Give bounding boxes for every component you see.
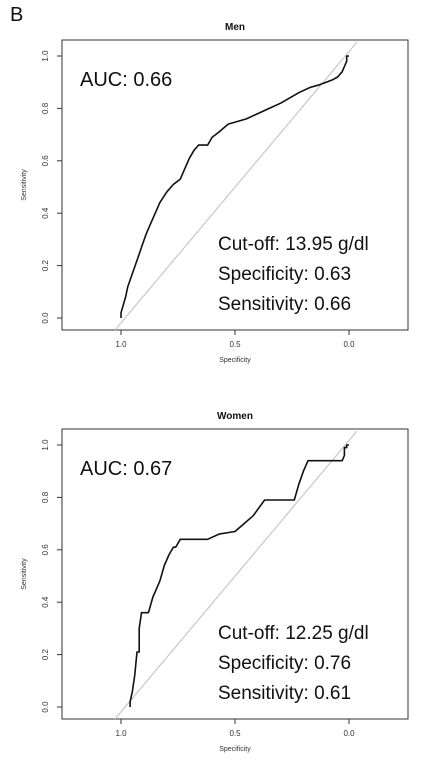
y-tick-label: 0.6: [41, 155, 50, 167]
chart-title: Women: [217, 411, 253, 422]
x-axis-label: Specificity: [219, 746, 251, 753]
x-tick-label: 1.0: [115, 340, 127, 349]
sensitivity-annotation: Sensitivity: 0.61: [218, 683, 351, 704]
sensitivity-annotation: Sensitivity: 0.66: [218, 294, 351, 315]
x-tick-label: 0.5: [229, 729, 241, 738]
auc-annotation: AUC: 0.67: [80, 458, 172, 480]
reference-diagonal: [114, 430, 358, 720]
y-tick-label: 1.0: [41, 50, 50, 62]
y-tick-label: 0.6: [41, 544, 50, 556]
x-axis-label: Specificity: [219, 357, 251, 364]
y-tick-label: 0.8: [41, 491, 50, 503]
panel-label: B: [10, 4, 24, 26]
roc-chart-women: Women 0.0 0.2 0.4 0.6 0.8 1.0 1.0 0.5 0.0 Specific…: [21, 411, 409, 753]
y-tick-label: 0.4: [41, 596, 50, 608]
y-tick-label: 0.2: [41, 259, 50, 271]
y-tick-label: 0.0: [41, 312, 50, 324]
auc-annotation: AUC: 0.66: [80, 69, 172, 91]
x-tick-label: 0.0: [343, 729, 355, 738]
y-tick-label: 1.0: [41, 439, 50, 451]
y-axis-label: Sensitivity: [21, 169, 28, 201]
cutoff-annotation: Cut-off: 12.25 g/dl: [218, 623, 369, 644]
chart-title: Men: [225, 22, 245, 33]
roc-chart-men: Men 0.0 0.2 0.4 0.6 0.8 1.0 1.0 0.5 0.0 Specificit…: [21, 22, 409, 364]
roc-curve: [129, 444, 349, 707]
y-tick-label: 0.4: [41, 207, 50, 219]
y-tick-label: 0.0: [41, 701, 50, 713]
x-tick-label: 0.5: [229, 340, 241, 349]
cutoff-annotation: Cut-off: 13.95 g/dl: [218, 234, 369, 255]
reference-diagonal: [114, 41, 358, 331]
y-axis-label: Sensitivity: [21, 558, 28, 590]
y-tick-label: 0.2: [41, 648, 50, 660]
x-tick-label: 1.0: [115, 729, 127, 738]
specificity-annotation: Specificity: 0.76: [218, 653, 351, 674]
y-tick-label: 0.8: [41, 102, 50, 114]
x-tick-label: 0.0: [343, 340, 355, 349]
specificity-annotation: Specificity: 0.63: [218, 264, 351, 285]
roc-curve: [120, 55, 349, 318]
